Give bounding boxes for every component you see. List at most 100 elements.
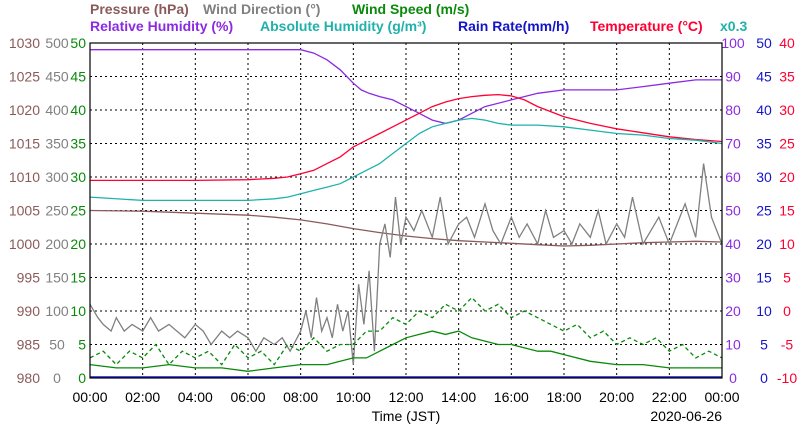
y-tick-wind-direction: 450	[45, 69, 69, 85]
y-tick-pressure: 990	[17, 303, 41, 319]
y-tick-rain-rate: 15	[756, 270, 772, 286]
x-tick-label: 14:00	[441, 389, 476, 405]
y-tick-temperature: 35	[779, 69, 795, 85]
legend-relative-humidity: Relative Humidity (%)	[90, 18, 233, 34]
y-tick-rain-rate: 30	[756, 169, 772, 185]
series-wind-speed-m-s	[89, 330, 722, 372]
y-tick-wind-speed: 30	[70, 169, 86, 185]
y-tick-relative-humidity: 80	[725, 102, 741, 118]
y-tick-wind-speed: 35	[70, 136, 86, 152]
legend-absolute-humidity: Absolute Humidity (g/m³)	[260, 18, 426, 34]
y-tick-relative-humidity: 100	[721, 35, 745, 51]
y-tick-relative-humidity: 50	[725, 203, 741, 219]
y-tick-pressure: 1000	[9, 236, 40, 252]
x-tick-label: 02:00	[125, 389, 160, 405]
y-tick-rain-rate: 35	[756, 136, 772, 152]
y-tick-wind-direction: 150	[45, 270, 69, 286]
y-tick-rain-rate: 45	[756, 69, 772, 85]
y-tick-wind-direction: 50	[49, 337, 65, 353]
legend-abs-hum-factor: x0.3	[720, 18, 747, 34]
x-tick-label: 10:00	[336, 389, 371, 405]
date-label: 2020-06-26	[650, 408, 722, 424]
y-tick-wind-direction: 400	[45, 102, 69, 118]
y-tick-relative-humidity: 30	[725, 270, 741, 286]
y-tick-rain-rate: 10	[756, 303, 772, 319]
y-tick-pressure: 995	[17, 270, 41, 286]
y-tick-relative-humidity: 60	[725, 169, 741, 185]
y-tick-pressure: 980	[17, 370, 41, 386]
y-tick-relative-humidity: 20	[725, 303, 741, 319]
series-wind-direction	[89, 163, 723, 365]
y-tick-wind-direction: 350	[45, 136, 69, 152]
x-tick-label: 12:00	[388, 389, 423, 405]
y-tick-rain-rate: 20	[756, 236, 772, 252]
series-temperature-c	[90, 93, 723, 182]
x-tick-label: 08:00	[283, 389, 318, 405]
y-tick-temperature: 5	[783, 270, 791, 286]
x-tick-label: 00:00	[704, 389, 739, 405]
x-tick-label: 00:00	[72, 389, 107, 405]
y-tick-pressure: 1025	[9, 69, 40, 85]
y-tick-relative-humidity: 90	[725, 69, 741, 85]
y-tick-temperature: 25	[779, 136, 795, 152]
y-tick-pressure: 1020	[9, 102, 40, 118]
y-tick-wind-speed: 10	[70, 303, 86, 319]
y-axes: 1030102510201015101010051000995990985980…	[9, 35, 797, 386]
y-tick-relative-humidity: 0	[729, 370, 737, 386]
legend-pressure: Pressure (hPa)	[90, 1, 189, 17]
series-lines	[89, 49, 723, 378]
legend-wind-direction: Wind Direction (°)	[203, 1, 320, 17]
y-tick-temperature: 0	[783, 303, 791, 319]
y-tick-wind-direction: 0	[53, 370, 61, 386]
plot-frame	[89, 42, 723, 379]
x-tick-label: 22:00	[652, 389, 687, 405]
y-tick-wind-direction: 500	[45, 35, 69, 51]
y-tick-rain-rate: 25	[756, 203, 772, 219]
y-tick-wind-speed: 20	[70, 236, 86, 252]
y-tick-relative-humidity: 70	[725, 136, 741, 152]
y-tick-temperature: 20	[779, 169, 795, 185]
series-wind-speed-gust-m-s	[89, 296, 723, 366]
y-tick-temperature: 15	[779, 203, 795, 219]
y-tick-rain-rate: 0	[760, 370, 768, 386]
series-pressure-hpa	[89, 209, 723, 247]
y-tick-rain-rate: 50	[756, 35, 772, 51]
legend-rain-rate: Rain Rate(mm/h)	[458, 18, 569, 34]
y-tick-wind-direction: 100	[45, 303, 69, 319]
y-tick-temperature: 30	[779, 102, 795, 118]
x-tick-label: 16:00	[494, 389, 529, 405]
y-tick-wind-speed: 40	[70, 102, 86, 118]
y-tick-temperature: 40	[779, 35, 795, 51]
y-tick-wind-direction: 300	[45, 169, 69, 185]
x-tick-label: 18:00	[546, 389, 581, 405]
x-axis: 00:00 02:00 04:00 06:00 08:00 10:00 12:00 14:00…	[72, 389, 739, 405]
x-tick-label: 06:00	[230, 389, 265, 405]
y-tick-wind-speed: 50	[70, 35, 86, 51]
x-tick-label: 04:00	[178, 389, 213, 405]
y-tick-wind-speed: 45	[70, 69, 86, 85]
series-absolute-humidity-g-m	[89, 117, 723, 202]
y-tick-rain-rate: 5	[760, 337, 768, 353]
y-tick-pressure: 1010	[9, 169, 40, 185]
x-axis-label: Time (JST)	[372, 408, 441, 424]
legend-wind-speed: Wind Speed (m/s)	[352, 1, 469, 17]
legend-temperature: Temperature (°C)	[590, 18, 703, 34]
y-tick-wind-direction: 250	[45, 203, 69, 219]
y-tick-wind-direction: 200	[45, 236, 69, 252]
y-tick-pressure: 1015	[9, 136, 40, 152]
y-tick-pressure: 985	[17, 337, 41, 353]
y-tick-wind-speed: 5	[78, 337, 86, 353]
y-tick-temperature: -10	[777, 370, 797, 386]
y-tick-pressure: 1030	[9, 35, 40, 51]
y-tick-temperature: 10	[779, 236, 795, 252]
y-tick-wind-speed: 15	[70, 270, 86, 286]
y-tick-wind-speed: 25	[70, 203, 86, 219]
y-tick-pressure: 1005	[9, 203, 40, 219]
y-tick-temperature: -5	[781, 337, 794, 353]
y-tick-relative-humidity: 40	[725, 236, 741, 252]
y-tick-rain-rate: 40	[756, 102, 772, 118]
x-tick-label: 20:00	[599, 389, 634, 405]
y-tick-wind-speed: 0	[78, 370, 86, 386]
